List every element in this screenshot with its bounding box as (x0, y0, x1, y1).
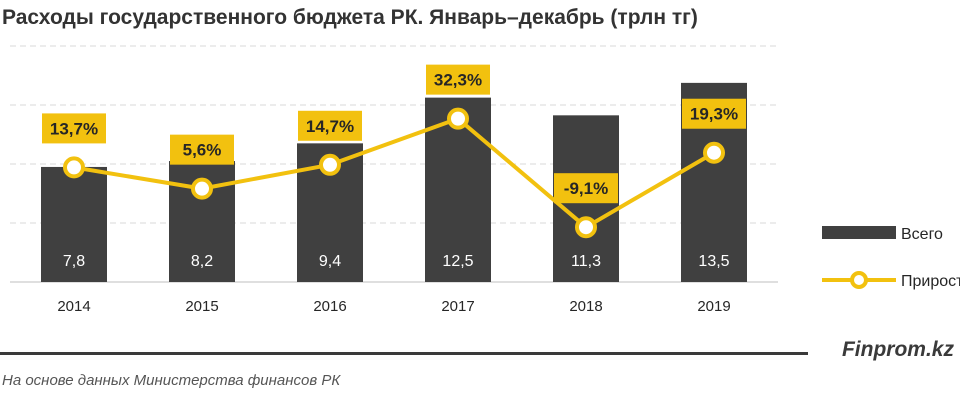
growth-marker (447, 107, 469, 130)
chart: 7,8 8,2 9,4 12,5 11,3 13,5 13,7% 5,6% 14,7% 32,3… (10, 45, 960, 315)
growth-label-text: -9,1% (564, 179, 608, 198)
growth-label-text: 32,3% (434, 71, 482, 90)
growth-label-text: 13,7% (50, 119, 98, 138)
legend-swatch-growth-marker (850, 271, 868, 289)
bar-value-label: 13,5 (698, 253, 729, 270)
growth-label: 32,3% (426, 64, 490, 95)
bar-value-label: 12,5 (442, 253, 473, 270)
growth-label: 5,6% (170, 134, 234, 165)
growth-label-box (42, 113, 106, 144)
growth-marker (191, 177, 213, 200)
x-tick-label: 2019 (697, 298, 730, 315)
legend-swatch-total (822, 226, 896, 239)
growth-polyline (73, 116, 716, 230)
growth-label-text: 14,7% (306, 117, 354, 136)
gridlines (10, 45, 778, 283)
legend: Всего Прирост (822, 226, 960, 290)
x-tick-label: 2015 (185, 298, 218, 315)
chart-title: Расходы государственного бюджета РК. Янв… (2, 6, 698, 29)
x-tick-label: 2017 (441, 298, 474, 315)
bar-value-label: 9,4 (319, 253, 341, 270)
growth-label: 13,7% (42, 113, 106, 144)
footer-rule (0, 352, 808, 355)
growth-marker (63, 156, 85, 179)
growth-marker (703, 141, 725, 164)
bar-value-label: 7,8 (63, 253, 85, 270)
growth-label: 19,3% (682, 98, 746, 129)
legend-label-growth: Прирост (901, 273, 960, 290)
bars (41, 82, 747, 282)
x-tick-label: 2018 (569, 298, 602, 315)
brand-logo: Finprom.kz (841, 338, 954, 361)
growth-label: -9,1% (554, 173, 618, 204)
growth-marker (575, 216, 597, 239)
legend-label-total: Всего (901, 226, 943, 243)
growth-label-box (298, 110, 362, 141)
bar-value-label: 8,2 (191, 253, 213, 270)
x-tick-label: 2014 (57, 298, 90, 315)
growth-labels: 13,7% 5,6% 14,7% 32,3% -9,1% 19,3% (42, 64, 746, 204)
growth-label-text: 19,3% (690, 105, 738, 124)
growth-marker (319, 153, 341, 176)
bar-value-labels: 7,8 8,2 9,4 12,5 11,3 13,5 (63, 253, 730, 270)
growth-label-box (682, 98, 746, 129)
growth-label-box (170, 134, 234, 165)
growth-label-box (426, 64, 490, 95)
growth-label-text: 5,6% (183, 141, 222, 160)
x-tick-label: 2016 (313, 298, 346, 315)
growth-line (63, 107, 725, 239)
growth-label-box (554, 173, 618, 204)
bar (41, 166, 107, 282)
growth-label: 14,7% (298, 110, 362, 141)
bar-value-label: 11,3 (571, 253, 601, 270)
source-note: На основе данных Министерства финансов Р… (2, 372, 341, 389)
x-axis-ticks: 2014 2015 2016 2017 2018 2019 (57, 298, 730, 315)
